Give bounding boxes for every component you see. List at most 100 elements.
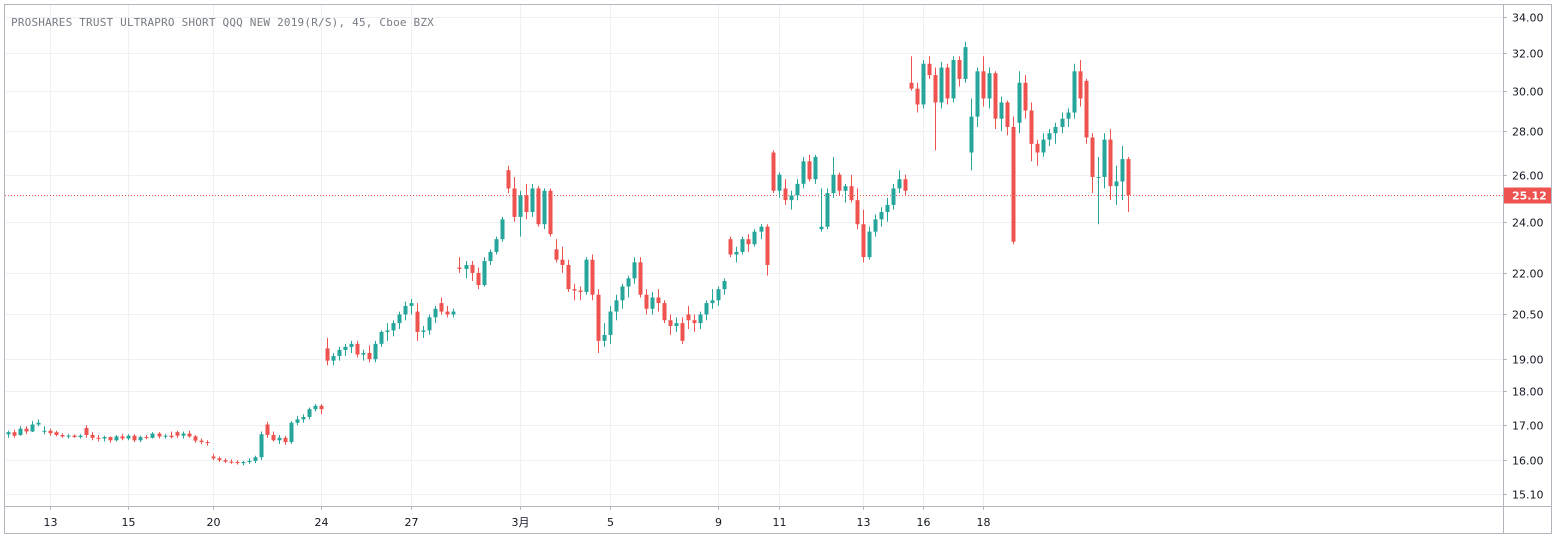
candle (891, 183, 896, 210)
candle-body (698, 314, 703, 324)
candle-body (445, 311, 450, 315)
candle-body (211, 456, 216, 459)
candle (915, 82, 920, 113)
candle (18, 426, 23, 436)
candle-body (813, 156, 818, 180)
candle-body (674, 323, 679, 327)
x-tick-label: 27 (405, 516, 419, 529)
candle (668, 314, 673, 335)
candle-body (740, 239, 745, 252)
candle-body (734, 251, 739, 255)
candle-body (415, 311, 420, 332)
candle (36, 419, 41, 427)
candle-body (78, 435, 83, 438)
candle-body (692, 320, 697, 324)
candle (421, 326, 426, 338)
candle (126, 434, 131, 441)
y-tick-label: 22.00 (1512, 268, 1544, 281)
candle-body (193, 436, 198, 441)
candle (909, 56, 914, 91)
candle-body (590, 259, 595, 295)
candle (572, 283, 577, 301)
y-tick-label: 26.00 (1512, 170, 1544, 183)
candle (229, 459, 234, 464)
candle (524, 183, 529, 220)
candle-body (271, 434, 276, 441)
candle (30, 421, 35, 433)
candle (427, 314, 432, 335)
x-tick-label: 16 (917, 516, 931, 529)
candle (181, 431, 186, 439)
x-tick-label: 9 (715, 516, 722, 529)
candle-body (650, 297, 655, 309)
candle-body (759, 226, 764, 232)
candle (759, 224, 764, 240)
candle (855, 188, 860, 230)
candle (403, 301, 408, 321)
y-tick-label: 28.00 (1512, 126, 1544, 139)
candle-body (981, 71, 986, 99)
candle (1011, 116, 1016, 245)
candle-body (620, 286, 625, 301)
x-tick-label: 18 (977, 516, 991, 529)
y-tick-label: 18.00 (1512, 386, 1544, 399)
candle-body (265, 424, 270, 435)
y-tick-label: 17.00 (1512, 420, 1544, 433)
candle (987, 67, 992, 109)
candle (698, 311, 703, 329)
candle-body (662, 303, 667, 321)
candle-body (235, 462, 240, 464)
candle-body (397, 314, 402, 324)
candle-body (1005, 102, 1010, 127)
candle (500, 216, 505, 242)
candle (307, 407, 312, 420)
candle-body (361, 352, 366, 355)
candle (12, 429, 17, 438)
candle (548, 188, 553, 237)
candle (807, 154, 812, 182)
candle-body (1011, 126, 1016, 242)
candle (885, 197, 890, 222)
candle (969, 98, 974, 171)
candle-body (427, 317, 432, 331)
candle (620, 283, 625, 309)
candle-body (548, 190, 553, 235)
candle-body (1102, 139, 1107, 177)
candle (241, 460, 246, 466)
candle-body (114, 436, 119, 441)
candle (1029, 102, 1034, 162)
candle (933, 67, 938, 151)
candle-body (765, 226, 770, 265)
candle-body (909, 82, 914, 89)
candle (253, 455, 258, 464)
candle-body (325, 348, 330, 361)
candle-body (915, 88, 920, 105)
candle-body (66, 435, 71, 437)
candle (584, 257, 589, 295)
candle (343, 343, 348, 357)
candle (686, 305, 691, 329)
candle-body (337, 349, 342, 357)
candle (608, 305, 613, 344)
candle-body (632, 262, 637, 279)
candle (397, 311, 402, 329)
candle (482, 257, 487, 287)
candle (542, 188, 547, 230)
candle-body (223, 460, 228, 462)
candle (728, 236, 733, 258)
candle (710, 289, 715, 309)
candle (259, 431, 264, 461)
candle-body (482, 261, 487, 286)
candle (451, 308, 456, 318)
candle-body (975, 71, 980, 117)
candle-body (355, 343, 360, 355)
candle-body (777, 174, 782, 191)
candle-body (746, 239, 751, 245)
candle-body (409, 303, 414, 306)
candle (674, 317, 679, 332)
candle-body (686, 314, 691, 321)
candle-body (807, 161, 812, 180)
candle (1114, 165, 1119, 205)
candle-body (488, 251, 493, 262)
candle (331, 352, 336, 366)
